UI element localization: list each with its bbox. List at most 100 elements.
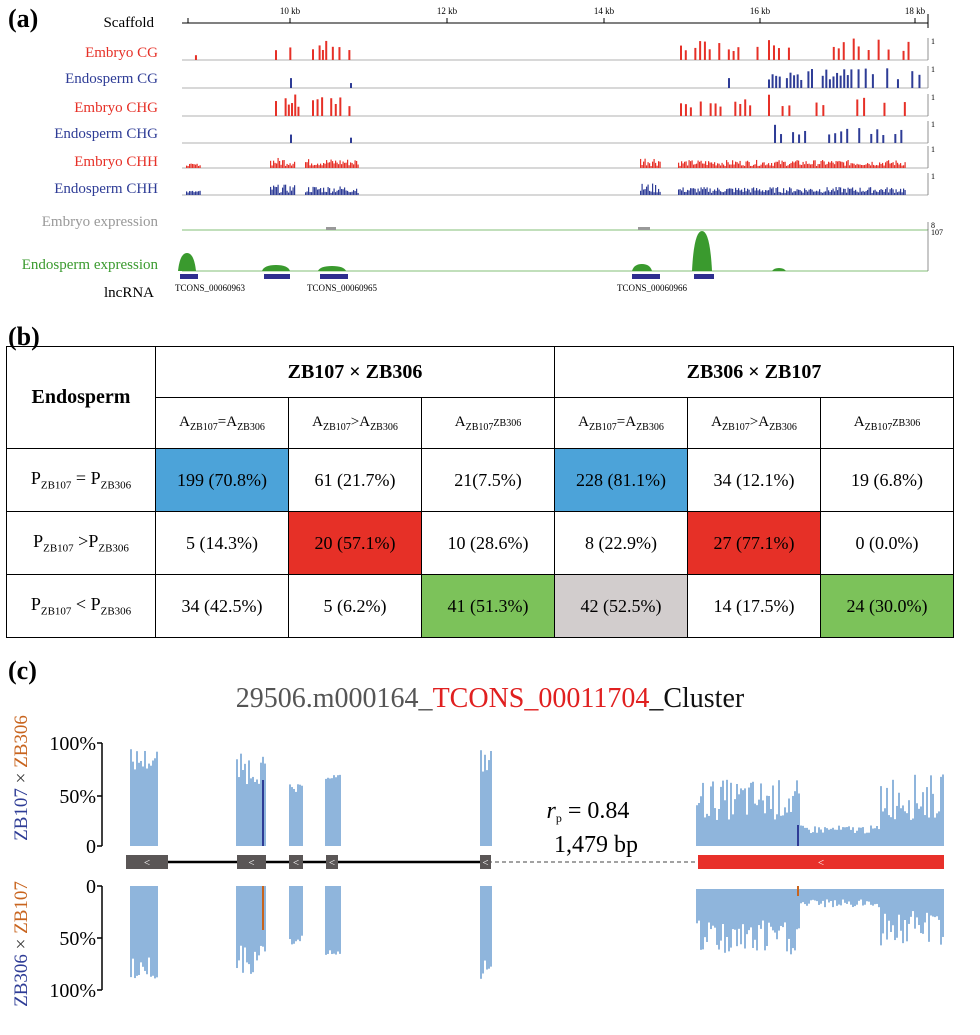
methylation-bar (769, 165, 771, 168)
methylation-bar (754, 190, 756, 195)
coverage-bar-bottom (932, 889, 934, 917)
methylation-bar (804, 164, 806, 168)
coverage-bar-top (776, 814, 778, 846)
coverage-bar-bottom (716, 889, 718, 945)
methylation-bar (708, 161, 710, 168)
coverage-bar-top (922, 792, 924, 846)
coverage-bar-top (724, 800, 726, 846)
coverage-bar-bottom (880, 889, 882, 946)
lncrna-id-label: TCONS_00060966 (617, 283, 688, 293)
methylation-bar (886, 68, 889, 88)
methylation-bar (306, 162, 308, 168)
methylation-bar (795, 161, 797, 168)
methylation-bar (757, 190, 759, 195)
methylation-bar (787, 47, 790, 60)
coverage-bar-bottom (154, 886, 156, 979)
methylation-bar (772, 165, 774, 168)
coverage-bar-bottom (150, 886, 152, 977)
coverage-bar-bottom (780, 889, 782, 926)
coverage-bar-bottom (900, 889, 902, 931)
coverage-bar-bottom (706, 889, 708, 942)
methylation-bar (331, 46, 334, 60)
methylation-bar (843, 162, 845, 168)
methylation-bar (348, 165, 350, 168)
methylation-bar (760, 191, 762, 195)
y-tick-label: 50% (59, 928, 96, 950)
methylation-bar (275, 101, 277, 116)
methylation-bar (687, 189, 689, 195)
methylation-bar (856, 191, 858, 195)
coverage-bar-bottom (804, 889, 806, 905)
coverage-bar-top (138, 762, 140, 846)
coverage-bar-top (766, 795, 768, 846)
methylation-bar (316, 99, 319, 116)
methylation-bar (768, 79, 770, 88)
coverage-bar-top (329, 778, 331, 846)
methylation-bar (863, 97, 866, 116)
coverage-bar-top (706, 813, 708, 846)
methylation-bar (751, 188, 753, 195)
expression-peak (772, 268, 786, 271)
coverage-bar-bottom (894, 889, 896, 941)
lncrna-block (320, 274, 348, 279)
coverage-bar-bottom (130, 886, 132, 978)
methylation-bar (289, 186, 291, 195)
methylation-bar (732, 188, 734, 195)
methylation-bar (726, 160, 728, 168)
coverage-bar-top (926, 787, 928, 846)
methylation-bar (843, 188, 845, 195)
methylation-bar (847, 160, 849, 168)
methylation-bar (317, 189, 319, 195)
methylation-bar (739, 160, 741, 168)
methylation-bar (647, 184, 649, 195)
methylation-bar (841, 192, 843, 195)
coverage-bar-top (156, 751, 158, 846)
coverage-bar-bottom (299, 886, 301, 942)
coverage-bar-bottom (802, 889, 804, 903)
coverage-bar-top (828, 829, 830, 846)
methylation-bar (798, 189, 800, 195)
coverage-bar-bottom (856, 889, 858, 905)
expression-peak (326, 227, 336, 230)
coverage-bar-top (934, 817, 936, 846)
methylation-bar (892, 162, 894, 168)
strand-glyph: < (329, 857, 335, 869)
lncrna-id-label: TCONS_00060963 (175, 283, 246, 293)
coverage-bar-bottom (758, 889, 760, 926)
methylation-bar (190, 191, 192, 195)
methylation-bar (357, 192, 359, 195)
methylation-bar (772, 45, 775, 60)
methylation-bar (351, 191, 353, 195)
methylation-bar (308, 187, 310, 195)
track-scale-label: 1 (931, 172, 935, 181)
methylation-bar (735, 187, 737, 195)
methylation-bar (864, 68, 867, 88)
methylation-bar (894, 192, 896, 195)
gene-exon (237, 855, 266, 869)
methylation-bar (850, 188, 852, 195)
methylation-bar (730, 164, 732, 168)
methylation-bar (705, 161, 707, 168)
methylation-bar (287, 104, 290, 116)
methylation-bar (751, 165, 753, 168)
methylation-bar (825, 164, 827, 168)
methylation-bar (705, 188, 707, 195)
methylation-bar (811, 189, 813, 195)
coverage-bar-top (726, 779, 728, 846)
methylation-bar (356, 188, 358, 195)
methylation-bar (338, 47, 341, 60)
methylation-bar (859, 187, 861, 195)
methylation-bar (786, 165, 788, 168)
coverage-bar-bottom (930, 889, 932, 916)
methylation-bar (900, 163, 902, 168)
methylation-bar (679, 189, 681, 195)
coverage-bar-top (786, 812, 788, 846)
methylation-bar (338, 164, 340, 168)
methylation-bar (643, 189, 645, 195)
methylation-bar (811, 164, 813, 168)
methylation-bar (198, 165, 200, 168)
methylation-bar (885, 189, 887, 195)
methylation-bar (682, 163, 684, 168)
methylation-bar (297, 106, 300, 116)
methylation-bar (344, 187, 346, 195)
